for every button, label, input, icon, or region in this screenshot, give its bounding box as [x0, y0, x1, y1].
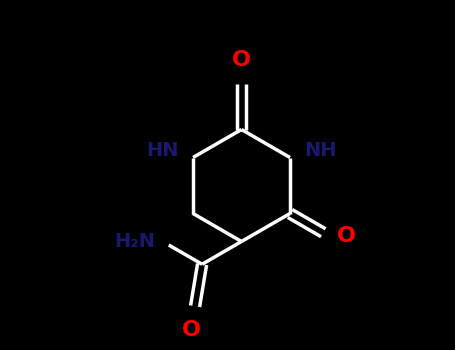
Text: O: O [232, 50, 251, 70]
Text: O: O [182, 320, 201, 340]
Text: NH: NH [304, 141, 337, 160]
Text: H₂N: H₂N [114, 232, 155, 251]
Text: HN: HN [147, 141, 179, 160]
Text: O: O [337, 226, 356, 246]
